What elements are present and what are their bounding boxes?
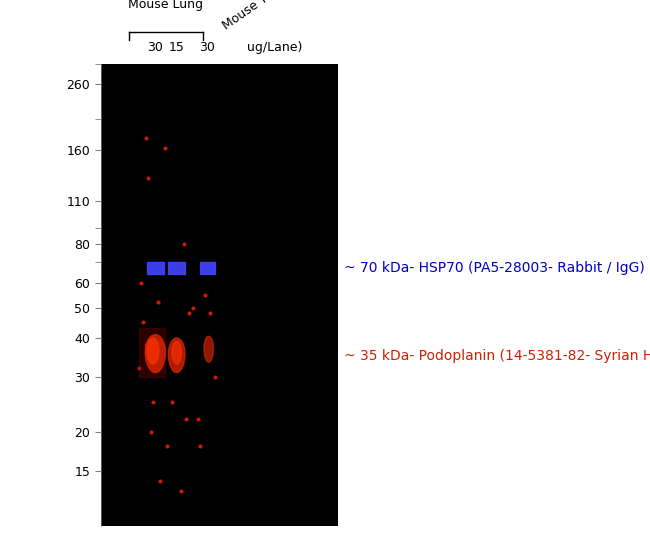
Bar <box>168 262 185 274</box>
Text: Mouse Testis: Mouse Testis <box>220 0 293 32</box>
Ellipse shape <box>172 342 181 364</box>
Ellipse shape <box>168 338 185 373</box>
Text: Mouse Lung: Mouse Lung <box>129 0 203 11</box>
Ellipse shape <box>204 336 213 362</box>
Ellipse shape <box>145 335 165 373</box>
Text: 30: 30 <box>200 41 215 54</box>
Text: 30: 30 <box>148 41 163 54</box>
Text: ~ 35 kDa- Podoplanin (14-5381-82- Syrian Hamster / IgG): ~ 35 kDa- Podoplanin (14-5381-82- Syrian… <box>344 349 650 363</box>
Bar <box>200 262 214 274</box>
Text: 15: 15 <box>169 41 185 54</box>
Text: ug/Lane): ug/Lane) <box>246 41 302 54</box>
Text: ~ 70 kDa- HSP70 (PA5-28003- Rabbit / IgG): ~ 70 kDa- HSP70 (PA5-28003- Rabbit / IgG… <box>344 261 645 275</box>
Ellipse shape <box>147 338 159 364</box>
Bar <box>147 262 164 274</box>
